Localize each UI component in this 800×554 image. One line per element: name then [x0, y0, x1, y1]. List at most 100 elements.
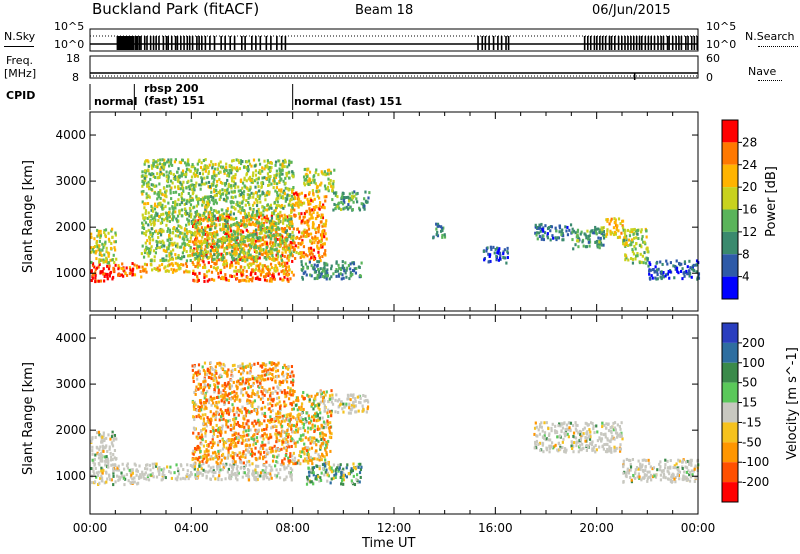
data-cell [191, 240, 195, 244]
data-cell [283, 269, 286, 273]
data-cell [240, 247, 243, 251]
data-cell [254, 257, 257, 261]
data-cell [261, 242, 264, 246]
data-cell [602, 236, 606, 240]
data-cell [198, 386, 201, 390]
data-cell [178, 209, 181, 213]
data-cell [440, 225, 443, 229]
data-cell [247, 159, 251, 163]
data-cell [597, 236, 600, 240]
data-cell [310, 251, 313, 255]
data-cell [144, 233, 148, 237]
data-cell [338, 206, 341, 210]
data-cell [331, 198, 334, 202]
data-cell [234, 186, 237, 190]
data-cell [150, 183, 153, 187]
data-cell [238, 161, 241, 165]
data-cell [136, 266, 139, 270]
data-cell [262, 228, 265, 232]
data-cell [220, 227, 224, 231]
data-cell [147, 478, 151, 482]
data-cell [288, 214, 291, 218]
data-cell [488, 260, 491, 264]
data-cell [213, 194, 216, 198]
data-cell [157, 190, 160, 194]
data-cell [91, 458, 94, 462]
data-cell [199, 183, 203, 187]
data-cell [314, 205, 317, 209]
data-cell [135, 469, 138, 473]
data-cell [270, 476, 273, 480]
data-cell [187, 158, 190, 162]
data-cell [269, 262, 273, 266]
data-cell [249, 366, 253, 370]
data-cell [261, 392, 264, 396]
data-cell [167, 177, 170, 181]
data-cell [162, 167, 165, 171]
data-cell [237, 436, 241, 440]
data-cell [310, 256, 313, 260]
data-cell [264, 274, 267, 278]
data-cell [288, 217, 291, 221]
data-cell [282, 278, 285, 282]
data-cell [207, 417, 210, 421]
data-cell [165, 175, 168, 179]
data-cell [666, 272, 670, 276]
data-cell [183, 202, 186, 206]
data-cell [535, 226, 538, 230]
data-cell [220, 412, 224, 416]
data-cell [204, 440, 207, 444]
data-cell [261, 469, 264, 473]
data-cell [307, 183, 310, 187]
data-cell [269, 252, 272, 256]
data-cell [275, 214, 278, 218]
data-cell [301, 277, 305, 281]
data-cell [266, 476, 269, 480]
data-cell [214, 162, 217, 166]
data-cell [256, 478, 259, 482]
data-cell [339, 208, 343, 212]
data-cell [170, 197, 173, 201]
data-cell [246, 473, 249, 477]
data-cell [165, 214, 169, 218]
data-cell [286, 215, 289, 219]
data-cell [223, 262, 226, 266]
data-cell [261, 176, 264, 180]
data-cell [201, 172, 205, 176]
data-cell [157, 469, 160, 473]
data-cell [253, 179, 257, 183]
data-cell [159, 230, 163, 234]
data-cell [92, 246, 95, 250]
data-cell [171, 257, 174, 261]
data-cell [112, 438, 115, 442]
data-cell [242, 439, 245, 443]
data-cell [311, 208, 314, 212]
data-cell [192, 187, 196, 191]
data-cell [203, 232, 207, 236]
data-cell [605, 232, 609, 236]
data-cell [218, 198, 221, 202]
data-cell [270, 166, 273, 170]
data-cell [259, 273, 262, 277]
data-cell [536, 237, 539, 241]
data-cell [196, 467, 199, 471]
data-cell [250, 164, 253, 168]
data-cell [317, 230, 320, 234]
data-cell [173, 185, 177, 189]
data-cell [203, 456, 206, 460]
data-cell [268, 361, 271, 365]
data-cell [221, 394, 224, 398]
data-cell [112, 463, 116, 467]
data-cell [316, 263, 319, 267]
data-cell [188, 187, 191, 191]
data-cell [280, 214, 283, 218]
data-cell [225, 371, 228, 375]
data-cell [276, 252, 279, 256]
data-cell [261, 224, 264, 228]
data-cell [147, 168, 150, 172]
data-cell [199, 218, 202, 222]
data-cell [319, 220, 322, 224]
data-cell [182, 189, 185, 193]
data-cell [237, 158, 240, 162]
data-cell [260, 390, 263, 394]
